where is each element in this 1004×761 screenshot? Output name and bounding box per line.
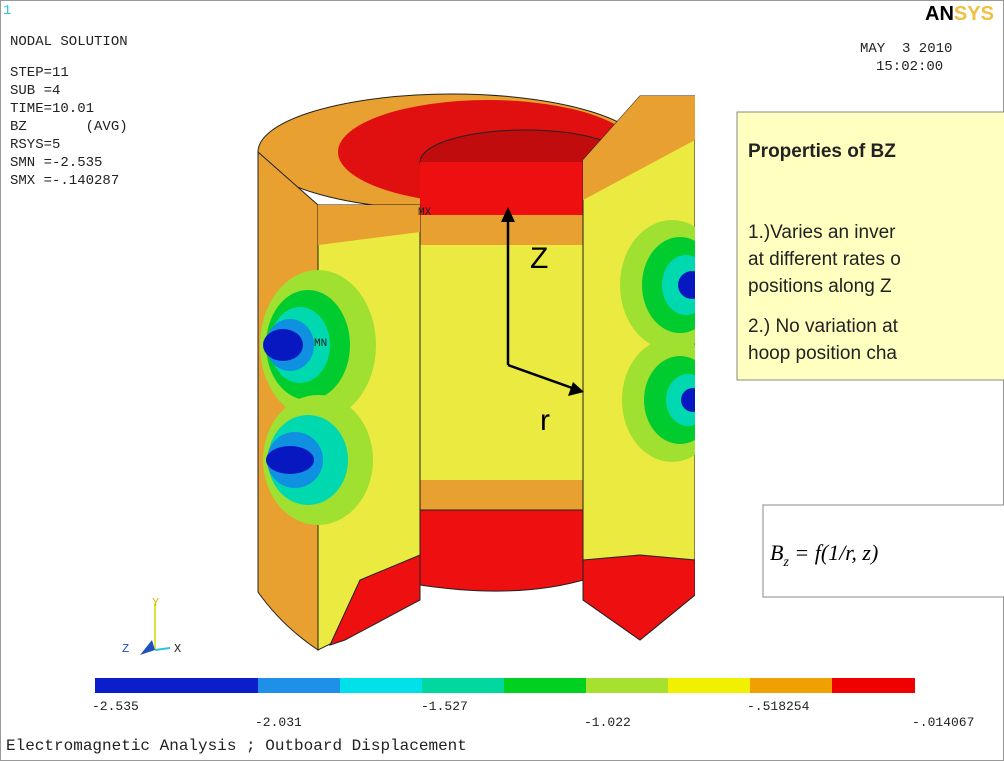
inner-band (419, 509, 591, 592)
param: SMN =-2.535 (10, 155, 102, 171)
note-line: 1.)Varies an inver (748, 222, 896, 243)
colorbar-segment (340, 678, 423, 693)
colorbar-segment (586, 678, 669, 693)
param: SUB =4 (10, 83, 60, 99)
colorbar-segment (422, 678, 505, 693)
right-face-band (583, 96, 695, 200)
note-box (736, 111, 1004, 381)
colorbar-label: -.518254 (747, 699, 810, 714)
colorbar-label: -1.527 (421, 699, 468, 714)
mask (695, 90, 735, 650)
z-label: Z (530, 242, 548, 275)
eq-symbol: B (770, 540, 783, 565)
arrow-head (501, 207, 515, 222)
colorbar-segment (95, 678, 187, 693)
note-line: positions along Z (748, 276, 892, 297)
colorbar-segment (186, 678, 278, 693)
triad-y-label: Y (152, 596, 159, 610)
triad-z-label: Z (122, 642, 129, 656)
param: STEP=11 (10, 65, 69, 81)
note-title: Properties of BZ (748, 141, 896, 162)
colorbar-segment (750, 678, 833, 693)
logo-part: SYS (954, 3, 994, 25)
param: SMX =-.140287 (10, 173, 119, 189)
arrow-head (568, 382, 584, 396)
plot-title: NODAL SOLUTION (10, 34, 128, 50)
footer: Electromagnetic Analysis ; Outboard Disp… (6, 737, 467, 755)
triad-x-label: X (174, 642, 181, 656)
colorbar-segment (258, 678, 341, 693)
note-line: at different rates o (748, 249, 901, 270)
date: MAY 3 2010 (860, 41, 952, 57)
r-label: r (540, 404, 550, 437)
param: BZ (AVG) (10, 119, 128, 135)
left-face-band (318, 205, 420, 245)
eq-subscript: z (782, 555, 789, 570)
left-face-band (329, 554, 421, 646)
note-line: 2.) No variation at (748, 316, 899, 337)
colorbar-label: -1.022 (584, 715, 631, 730)
colorbar-label: -2.031 (255, 715, 302, 730)
logo: ANSYS (925, 3, 994, 25)
time: 15:02:00 (876, 59, 943, 75)
inner-band (420, 245, 590, 482)
colorbar-label: -.014067 (912, 715, 974, 730)
blob (260, 270, 376, 525)
note-line: hoop position cha (748, 343, 897, 364)
eq-rhs: = f(1/r, z) (789, 540, 878, 565)
inner-band (420, 480, 590, 512)
r-arrow (507, 363, 576, 391)
param: RSYS=5 (10, 137, 60, 153)
colorbar-segment (504, 678, 587, 693)
min-label: MN (314, 338, 327, 350)
triad-x (154, 647, 171, 651)
colorbar-segment (668, 678, 751, 693)
colorbar-segment (832, 678, 915, 693)
max-label: MX (418, 207, 432, 219)
equation-box (762, 504, 1004, 598)
triad-z (140, 640, 155, 655)
model (257, 90, 735, 651)
param: TIME=10.01 (10, 101, 94, 117)
logo-part: AN (925, 3, 954, 25)
colorbar-label: -2.535 (92, 699, 139, 714)
equation: Bz = f(1/r, z) (770, 540, 878, 570)
window-number: 1 (3, 3, 11, 19)
inner-band (420, 162, 590, 217)
colorbar (95, 678, 915, 693)
